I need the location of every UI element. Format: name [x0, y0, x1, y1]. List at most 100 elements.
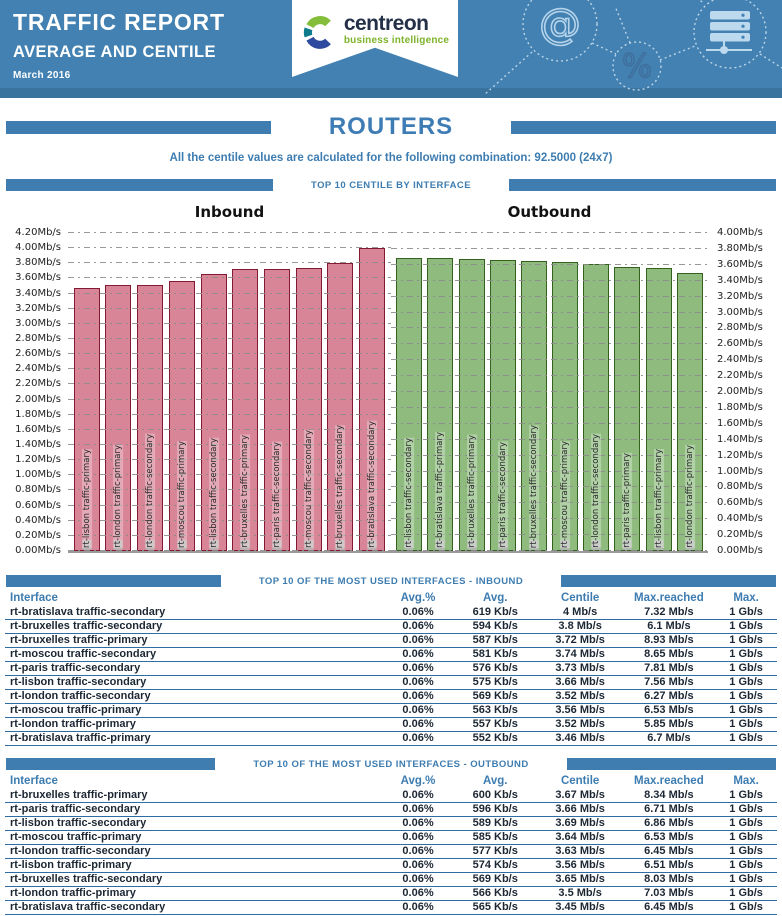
- table-cell: rt-bruxelles traffic-primary: [5, 633, 384, 649]
- table-cell: 3.52 Mb/s: [537, 689, 623, 705]
- axis-tick-label: 0.40Mb/s: [15, 514, 61, 526]
- table-cell: 0.06%: [383, 606, 453, 621]
- bar: rt-paris traffic-secondary: [264, 268, 291, 551]
- axis-tick-label: 2.80Mb/s: [717, 322, 763, 334]
- table-cell: 3.66 Mb/s: [537, 802, 623, 818]
- chart-title: Inbound: [194, 203, 265, 221]
- report-date: March 2016: [13, 70, 71, 81]
- server-icon: [706, 11, 752, 54]
- table-cell: 1 Gb/s: [715, 703, 777, 719]
- grid-line: 4.00Mb/s: [391, 227, 763, 238]
- table-cell: 6.7 Mb/s: [622, 731, 716, 747]
- table-cell: 587 Kb/s: [452, 633, 538, 649]
- grid-line: 0.60Mb/s: [15, 500, 391, 511]
- axis-tick-label: 1.00Mb/s: [15, 469, 61, 481]
- table-cell: 3.74 Mb/s: [537, 647, 623, 663]
- chart-plot-area: rt-lisbon traffic-secondary rt-bratislava…: [391, 227, 763, 556]
- column-header: Avg.: [482, 592, 508, 604]
- table-cell: 7.56 Mb/s: [622, 675, 716, 691]
- grid-line: 4.00Mb/s: [15, 242, 391, 253]
- table-cell: rt-moscou traffic-primary: [5, 830, 384, 846]
- table-cell: 0.06%: [383, 675, 453, 691]
- table-cell: 0.06%: [383, 789, 453, 804]
- axis-tick-label: 0.20Mb/s: [15, 529, 61, 541]
- bar-label: rt-bratislava traffic-secondary: [367, 421, 378, 548]
- table-cell: 566 Kb/s: [452, 886, 538, 902]
- table-cell: 1 Gb/s: [715, 844, 777, 860]
- grid-line: 1.00Mb/s: [391, 466, 763, 477]
- bar: rt-lisbon traffic-secondary: [396, 257, 423, 551]
- table-cell: rt-bratislava traffic-primary: [5, 731, 384, 747]
- axis-tick-label: 3.00Mb/s: [15, 317, 61, 329]
- table-cell: 1 Gb/s: [715, 619, 777, 635]
- axis-tick-label: 0.60Mb/s: [15, 499, 61, 511]
- axis-tick-label: 2.80Mb/s: [15, 333, 61, 344]
- table-cell: 0.06%: [383, 886, 453, 902]
- table-row: rt-moscou traffic-primary 0.06% 563 Kb/s 3.…: [5, 703, 777, 719]
- table-cell: 585 Kb/s: [452, 830, 538, 846]
- grid-line: 2.00Mb/s: [15, 394, 391, 405]
- bar-label: rt-bruxelles traffic-primary: [240, 435, 251, 548]
- bar: rt-bruxelles traffic-secondary: [520, 260, 547, 551]
- table-cell: 3.52 Mb/s: [537, 717, 623, 733]
- column-header: Centile: [560, 592, 600, 604]
- table-cell: 0.06%: [383, 830, 453, 846]
- table-cell: 0.06%: [383, 703, 453, 719]
- table-cell: 563 Kb/s: [452, 703, 538, 719]
- outbound-table-heading-row: TOP 10 OF THE MOST USED INTERFACES - OUT…: [6, 758, 776, 771]
- table-cell: 581 Kb/s: [452, 647, 538, 663]
- table-cell: 8.65 Mb/s: [622, 647, 716, 663]
- inbound-table-title: TOP 10 OF THE MOST USED INTERFACES - INB…: [258, 575, 524, 587]
- table-cell: 1 Gb/s: [715, 872, 777, 888]
- centile-section-title: TOP 10 CENTILE BY INTERFACE: [311, 179, 471, 191]
- table-row: rt-bratislava traffic-primary 0.06% 552 Kb…: [5, 731, 777, 747]
- grid-line: 1.00Mb/s: [15, 469, 391, 480]
- axis-tick-label: 3.80Mb/s: [15, 257, 61, 269]
- logo-tagline: business intelligence: [343, 35, 450, 46]
- table-cell: 1 Gb/s: [715, 689, 777, 705]
- bar: rt-london traffic-primary: [105, 284, 132, 551]
- bar: rt-lisbon traffic-primary: [73, 288, 100, 551]
- table-cell: 1 Gb/s: [715, 731, 777, 747]
- bar: rt-london traffic-secondary: [137, 284, 164, 551]
- grid-line: 0.00Mb/s: [15, 545, 391, 556]
- table-cell: 1 Gb/s: [715, 675, 777, 691]
- centile-note: All the centile values are calculated fo…: [169, 152, 613, 164]
- heading-bar-left: [6, 758, 216, 771]
- bar-label: rt-bruxelles traffic-secondary: [335, 424, 346, 548]
- axis-tick-label: 2.40Mb/s: [717, 354, 763, 366]
- grid-line: 0.40Mb/s: [391, 513, 763, 524]
- routers-heading-row: ROUTERS: [6, 113, 776, 141]
- table-cell: 5.85 Mb/s: [622, 717, 716, 733]
- table-row: rt-lisbon traffic-primary 0.06% 574 Kb/s 3.…: [5, 858, 777, 874]
- table-cell: 8.03 Mb/s: [622, 872, 716, 888]
- axis-tick-label: 0.20Mb/s: [717, 529, 763, 541]
- grid-line: 0.60Mb/s: [391, 497, 763, 508]
- table-cell: rt-london traffic-secondary: [5, 689, 384, 705]
- table-cell: 594 Kb/s: [452, 619, 538, 635]
- table-cell: 1 Gb/s: [715, 886, 777, 902]
- grid-line: 1.20Mb/s: [391, 450, 763, 461]
- table-cell: rt-bruxelles traffic-secondary: [5, 619, 384, 635]
- table-row: rt-paris traffic-secondary 0.06% 576 Kb/s 3…: [5, 661, 777, 677]
- bar-label: rt-paris traffic-secondary: [271, 442, 283, 548]
- table-header-row: Interface Avg.% Avg. Centile Max.reached Max.: [5, 775, 777, 789]
- table-cell: 7.03 Mb/s: [622, 886, 716, 902]
- table-cell: 3.69 Mb/s: [537, 816, 623, 832]
- table-cell: 4 Mb/s: [537, 606, 623, 621]
- axis-tick-label: 0.00Mb/s: [717, 545, 763, 556]
- column-header: Max.reached: [634, 775, 704, 788]
- bar: rt-bruxelles traffic-primary: [232, 269, 259, 551]
- at-icon: @: [539, 0, 581, 48]
- table-cell: 3.56 Mb/s: [537, 858, 623, 874]
- table-cell: 6.53 Mb/s: [622, 703, 716, 719]
- inbound-table-heading-row: TOP 10 OF THE MOST USED INTERFACES - INB…: [6, 575, 776, 587]
- table-cell: 1 Gb/s: [715, 633, 777, 649]
- grid-line: 2.20Mb/s: [391, 370, 763, 381]
- table-cell: 1 Gb/s: [715, 816, 777, 832]
- table-cell: 7.32 Mb/s: [622, 606, 716, 621]
- table-cell: rt-lisbon traffic-secondary: [5, 675, 384, 691]
- table-cell: rt-moscou traffic-secondary: [5, 647, 384, 663]
- chart-plot-area: rt-lisbon traffic-primary rt-london traff…: [15, 227, 391, 556]
- bar: rt-bruxelles traffic-secondary: [327, 262, 354, 551]
